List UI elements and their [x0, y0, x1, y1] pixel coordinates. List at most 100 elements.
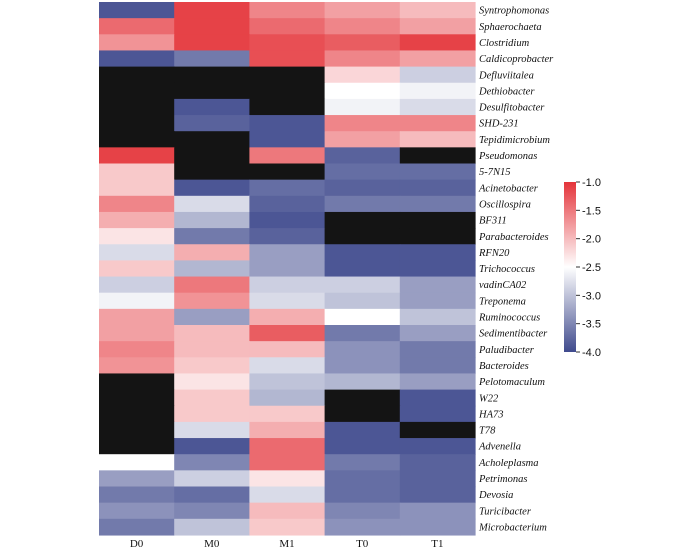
heatmap-cell-advenella-m1	[249, 438, 326, 455]
heatmap-cell-parabacteroides-t0	[324, 228, 401, 245]
row-label-vadinca02: vadinCA02	[479, 280, 527, 291]
heatmap-cell-parabacteroides-m0	[174, 228, 250, 245]
heatmap-cell-petrimonas-m1	[249, 470, 326, 488]
heatmap-cell-5-7n15-m1	[249, 163, 326, 181]
heatmap-cell-devosia-m1	[249, 486, 326, 504]
heatmap-cell-oscillospira-m1	[249, 195, 326, 213]
heatmap-cell-advenella-d0	[99, 438, 175, 455]
heatmap-cell-trichococcus-d0	[99, 260, 175, 278]
heatmap-cell-desulfitobacter-m0	[174, 98, 250, 116]
heatmap-cell-dethiobacter-d0	[99, 82, 175, 100]
heatmap-cell-tepidimicrobium-m0	[174, 131, 250, 148]
colorbar-tick-label: -1.5	[582, 205, 601, 217]
heatmap-cell-acholeplasma-t1	[399, 454, 476, 471]
heatmap-cell-treponema-d0	[99, 292, 175, 310]
heatmap-cell-vadinca02-t0	[324, 276, 401, 294]
heatmap-cell-caldicoprobacter-d0	[99, 50, 175, 68]
heatmap-cell-clostridium-m0	[174, 34, 250, 52]
heatmap-cell-shd-231-d0	[99, 115, 175, 132]
heatmap-cell-rfn20-t1	[399, 244, 476, 261]
column-label-t1: T1	[431, 538, 443, 550]
heatmap-cell-microbacterium-d0	[99, 518, 175, 536]
heatmap-cell-ha73-d0	[99, 405, 175, 423]
row-label-shd-231: SHD-231	[479, 119, 519, 130]
heatmap-cell-tepidimicrobium-t1	[399, 131, 476, 148]
heatmap-cell-petrimonas-m0	[174, 470, 250, 488]
row-label-advenella: Advenella	[478, 442, 521, 453]
row-label-ruminococcus: Ruminococcus	[478, 313, 540, 324]
heatmap-cell-shd-231-t1	[399, 115, 476, 132]
row-label-t78: T78	[479, 426, 496, 437]
heatmap-cell-bf311-t0	[324, 211, 401, 229]
heatmap-cell-clostridium-d0	[99, 34, 175, 52]
heatmap-cell-oscillospira-t0	[324, 195, 401, 213]
heatmap-cell-t78-t0	[324, 421, 401, 439]
heatmap-cell-clostridium-t0	[324, 34, 401, 52]
heatmap-cell-rfn20-m1	[249, 244, 326, 261]
heatmap-cell-devosia-d0	[99, 486, 175, 504]
heatmap-cell-syntrophomonas-t1	[399, 2, 476, 19]
heatmap-cell-advenella-t0	[324, 438, 401, 455]
colorbar: -1.0 -1.5 -2.0 -2.5 -3.0 -3.5 -4.0	[564, 177, 601, 359]
colorbar-tick-label: -3.5	[582, 319, 601, 331]
heatmap-cell-pelotomaculum-t1	[399, 373, 476, 391]
heatmap-cell-bf311-t1	[399, 211, 476, 229]
heatmap-cell-turicibacter-d0	[99, 502, 175, 520]
row-labels: Syntrophomonas Sphaerochaeta Clostridium Ca…	[478, 6, 554, 534]
heatmap-cell-vadinca02-m0	[174, 276, 250, 294]
heatmap-cell-dethiobacter-m1	[249, 82, 326, 100]
heatmap-cell-vadinca02-t1	[399, 276, 476, 294]
heatmap-cell-syntrophomonas-t0	[324, 2, 401, 19]
row-label-ha73: HA73	[478, 409, 504, 420]
column-label-m0: M0	[204, 538, 220, 550]
row-label-treponema: Treponema	[479, 296, 526, 307]
colorbar-tick-label: -4.0	[582, 347, 601, 359]
heatmap-cell-tepidimicrobium-m1	[249, 131, 326, 148]
heatmap-cell-pelotomaculum-d0	[99, 373, 175, 391]
heatmap-cell-ha73-m0	[174, 405, 250, 423]
heatmap-cell-pseudomonas-d0	[99, 147, 175, 165]
heatmap-cell-rfn20-d0	[99, 244, 175, 261]
heatmap-cell-acinetobacter-t1	[399, 179, 476, 197]
heatmap-cell-trichococcus-m1	[249, 260, 326, 278]
heatmap-cell-clostridium-m1	[249, 34, 326, 52]
heatmap-cell-turicibacter-t0	[324, 502, 401, 520]
heatmap-cell-trichococcus-t0	[324, 260, 401, 278]
heatmap-cell-paludibacter-t1	[399, 341, 476, 358]
heatmap-cell-acinetobacter-m1	[249, 179, 326, 197]
heatmap-cell-oscillospira-t1	[399, 195, 476, 213]
heatmap-cell-bf311-m1	[249, 211, 326, 229]
heatmap-cell-defluviitalea-t1	[399, 66, 476, 84]
heatmap-cell-clostridium-t1	[399, 34, 476, 52]
heatmap-cell-parabacteroides-d0	[99, 228, 175, 245]
heatmap-cell-pseudomonas-t1	[399, 147, 476, 165]
row-label-turicibacter: Turicibacter	[479, 506, 532, 517]
heatmap-cell-5-7n15-d0	[99, 163, 175, 181]
colorbar-gradient	[564, 182, 576, 352]
heatmap-cell-bf311-m0	[174, 211, 250, 229]
heatmap-cell-sphaerochaeta-t0	[324, 18, 401, 35]
heatmap-cell-caldicoprobacter-t1	[399, 50, 476, 68]
heatmap-cell-oscillospira-m0	[174, 195, 250, 213]
heatmap-cell-desulfitobacter-t0	[324, 98, 401, 116]
heatmap-cell-acinetobacter-m0	[174, 179, 250, 197]
heatmap-cells	[99, 2, 476, 536]
heatmap-cell-dethiobacter-m0	[174, 82, 250, 100]
heatmap-cell-sphaerochaeta-t1	[399, 18, 476, 35]
row-label-oscillospira: Oscillospira	[479, 199, 531, 210]
heatmap-cell-sedimentibacter-m1	[249, 325, 326, 342]
row-label-bf311: BF311	[479, 216, 507, 227]
heatmap-cell-devosia-m0	[174, 486, 250, 504]
heatmap-cell-desulfitobacter-m1	[249, 98, 326, 116]
heatmap-cell-shd-231-t0	[324, 115, 401, 132]
row-label-tepidimicrobium: Tepidimicrobium	[479, 135, 550, 146]
heatmap-cell-microbacterium-m0	[174, 518, 250, 536]
heatmap-cell-pelotomaculum-m0	[174, 373, 250, 391]
row-label-sphaerochaeta: Sphaerochaeta	[479, 22, 542, 33]
row-label-caldicoprobacter: Caldicoprobacter	[479, 54, 554, 65]
heatmap-cell-parabacteroides-m1	[249, 228, 326, 245]
row-label-rfn20: RFN20	[478, 248, 510, 259]
heatmap-cell-paludibacter-m0	[174, 341, 250, 358]
column-labels: D0 M0 M1 T0 T1	[130, 538, 444, 550]
